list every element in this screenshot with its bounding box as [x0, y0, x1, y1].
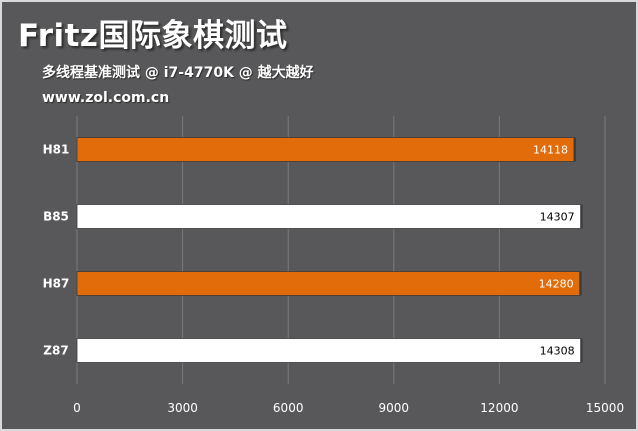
source-url: www.zol.com.cn: [42, 90, 170, 106]
bar-h81: [76, 137, 575, 162]
category-label: B85: [43, 210, 69, 224]
x-tick-label: 6000: [273, 401, 304, 415]
category-label: H81: [43, 143, 70, 157]
data-label: 14280: [539, 278, 574, 291]
category-label: H87: [43, 277, 70, 291]
category-label: Z87: [43, 344, 68, 358]
x-tick-label: 9000: [379, 401, 410, 415]
x-tick-label: 12000: [480, 401, 518, 415]
bar-h87: [76, 271, 581, 296]
chart-title: Fritz国际象棋测试: [18, 18, 288, 54]
bar-z87: [76, 338, 582, 363]
chart-subtitle: 多线程基准测试 @ i7-4770K @ 越大越好: [42, 65, 314, 81]
data-label: 14118: [533, 144, 568, 157]
x-tick-label: 0: [73, 401, 81, 415]
data-label: 14307: [540, 211, 575, 224]
x-tick-label: 3000: [167, 401, 198, 415]
x-tick-label: 15000: [586, 401, 624, 415]
data-label: 14308: [540, 345, 575, 358]
bar-b85: [76, 204, 582, 229]
